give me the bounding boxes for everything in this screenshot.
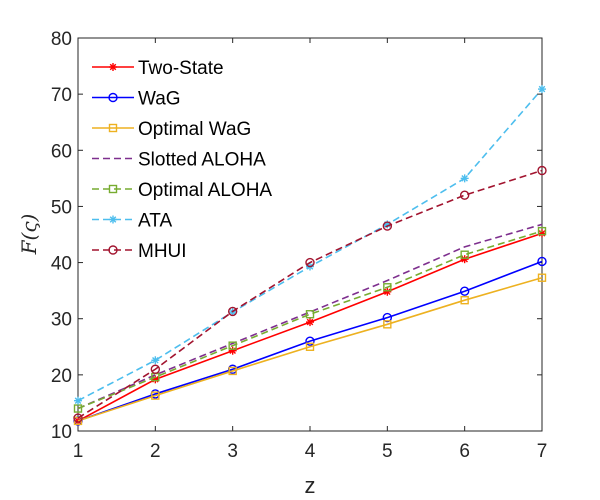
x-tick-label: 6	[459, 441, 470, 462]
data-point-optimal-wag	[460, 295, 469, 305]
data-point-mhui	[459, 190, 470, 200]
data-point-wag	[305, 336, 315, 346]
data-point-mhui	[227, 306, 238, 317]
x-tick-label: 5	[382, 441, 393, 462]
series-line-mhui	[77, 169, 543, 419]
x-tick-label: 3	[227, 441, 238, 462]
series-line-optimal-wag	[77, 276, 543, 422]
data-point-mhui	[150, 364, 161, 374]
legend-marker-optimal-aloha	[108, 184, 118, 194]
series-slotted-aloha	[77, 223, 543, 410]
y-tick-label: 70	[51, 85, 72, 106]
legend-marker-optimal-wag	[108, 123, 118, 133]
data-point-optimal-aloha	[537, 226, 547, 236]
y-tick-label: 80	[51, 29, 72, 50]
x-tick-label: 7	[537, 441, 548, 462]
legend-label-ata: ATA	[138, 211, 172, 232]
y-tick-label: 20	[51, 366, 72, 387]
legend-label-slotted-aloha: Slotted ALOHA	[138, 150, 266, 171]
x-tick-label: 1	[73, 441, 84, 462]
data-point-mhui	[73, 413, 83, 423]
series-line-optimal-aloha	[77, 230, 543, 410]
data-point-optimal-wag	[537, 273, 547, 282]
data-point-ata	[538, 85, 546, 94]
legend-marker-mhui	[108, 245, 118, 255]
data-point-mhui	[305, 257, 315, 268]
series-line-wag	[77, 260, 543, 422]
series-line-slotted-aloha	[77, 223, 543, 410]
data-point-ata	[460, 174, 469, 183]
series-layer	[73, 85, 547, 426]
data-point-two-state	[383, 287, 392, 296]
data-point-optimal-aloha	[460, 250, 469, 259]
legend-item-optimal-wag: Optimal WaG	[92, 119, 251, 140]
data-point-wag	[459, 286, 470, 296]
data-point-two-state	[306, 318, 314, 327]
legend-item-optimal-aloha: Optimal ALOHA	[92, 180, 272, 201]
legend-marker-ata	[109, 215, 117, 224]
legend-item-wag: WaG	[92, 89, 181, 110]
legend-label-mhui: MHUI	[138, 241, 187, 262]
legend-marker-two-state	[109, 63, 117, 71]
data-point-wag	[382, 312, 393, 323]
legend-label-optimal-aloha: Optimal ALOHA	[138, 180, 272, 201]
series-wag	[73, 256, 547, 426]
legend-item-slotted-aloha: Slotted ALOHA	[92, 150, 266, 171]
legend-label-optimal-wag: Optimal WaG	[138, 119, 251, 140]
legend-item-two-state: Two-State	[92, 58, 224, 79]
data-point-optimal-wag	[151, 391, 160, 400]
data-point-mhui	[382, 221, 393, 231]
data-point-optimal-wag	[383, 320, 392, 329]
y-axis-label: F(ς)	[17, 214, 41, 256]
data-point-ata	[151, 356, 160, 365]
x-axis-label: z	[305, 473, 316, 498]
legend-marker-wag	[108, 92, 118, 103]
data-point-ata	[74, 396, 82, 405]
series-optimal-wag	[73, 273, 547, 426]
y-tick-label: 50	[51, 197, 72, 218]
x-tick-label: 2	[150, 441, 161, 462]
legend: Two-State WaG Optimal WaG Slotted ALOHA Opti…	[92, 58, 272, 262]
x-tick-label: 4	[305, 441, 316, 462]
data-point-two-state	[460, 255, 469, 264]
y-tick-label: 60	[51, 141, 72, 162]
data-point-optimal-aloha	[305, 310, 315, 319]
legend-label-wag: WaG	[138, 89, 181, 110]
data-point-mhui	[537, 165, 547, 176]
legend-label-two-state: Two-State	[138, 58, 224, 79]
data-point-optimal-aloha	[73, 404, 83, 413]
data-point-optimal-wag	[228, 366, 237, 376]
data-point-optimal-aloha	[228, 341, 237, 350]
series-mhui	[73, 165, 547, 423]
legend-item-mhui: MHUI	[92, 241, 187, 262]
series-optimal-aloha	[73, 226, 547, 413]
y-tick-label: 40	[51, 254, 72, 275]
legend-item-ata: ATA	[92, 211, 172, 232]
y-tick-label: 30	[51, 310, 72, 331]
data-point-optimal-aloha	[383, 283, 392, 292]
data-point-wag	[537, 256, 547, 267]
y-tick-label: 10	[51, 422, 72, 443]
axis-ticks: 1 2 3 4 5 6 7 10 20 30 40 50 60 70 80	[51, 29, 547, 462]
data-point-optimal-wag	[305, 342, 315, 351]
